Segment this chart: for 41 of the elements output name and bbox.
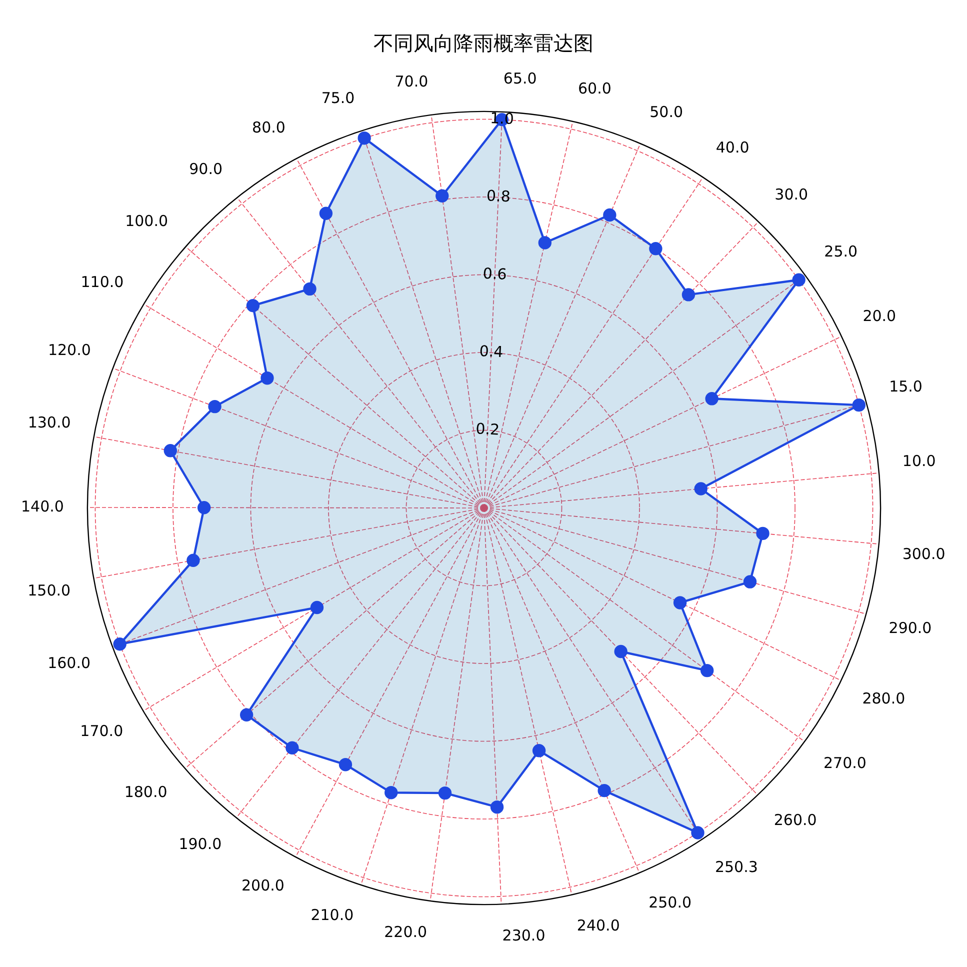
y-tick-label: 0.8 — [486, 186, 511, 206]
spoke-label: 70.0 — [394, 72, 428, 91]
spoke-label: 250.3 — [714, 858, 758, 876]
spoke-label: 190.0 — [178, 834, 222, 853]
spoke-label: 75.0 — [321, 89, 355, 108]
spoke-label: 290.0 — [888, 619, 932, 638]
spoke-label: 250.0 — [648, 893, 692, 912]
spoke-label: 20.0 — [862, 307, 896, 326]
spoke-label: 50.0 — [650, 102, 684, 121]
spoke-label: 100.0 — [125, 212, 168, 230]
spoke-label: 230.0 — [502, 926, 546, 945]
spoke-label: 25.0 — [824, 242, 858, 260]
spoke-label: 120.0 — [48, 340, 91, 359]
chart-title: 不同风向降雨概率雷达图 — [372, 30, 594, 57]
spoke-label: 240.0 — [576, 916, 620, 935]
spoke-label: 150.0 — [28, 581, 71, 600]
spoke-label: 220.0 — [384, 923, 428, 942]
spoke-label: 260.0 — [774, 810, 817, 829]
spoke-label: 90.0 — [189, 160, 223, 178]
y-tick-label: 1.0 — [490, 108, 514, 128]
y-tick-label: 0.6 — [482, 264, 508, 284]
spoke-label: 60.0 — [578, 79, 612, 98]
spoke-label: 10.0 — [902, 452, 936, 470]
y-tick-label: 0.2 — [475, 420, 500, 439]
spoke-label: 40.0 — [716, 138, 750, 157]
spoke-label: 30.0 — [774, 186, 808, 204]
y-tick-label: 0.4 — [478, 342, 504, 362]
spoke-label: 65.0 — [503, 69, 537, 88]
spoke-label: 140.0 — [20, 497, 64, 516]
spoke-label: 170.0 — [80, 722, 124, 740]
spoke-label: 200.0 — [242, 876, 284, 895]
spoke-label: 160.0 — [48, 654, 91, 672]
spoke-label: 270.0 — [824, 754, 866, 772]
spoke-label: 80.0 — [252, 118, 286, 137]
spoke-label: 280.0 — [862, 690, 906, 708]
spoke-label: 130.0 — [28, 413, 71, 432]
spoke-label: 180.0 — [124, 782, 168, 801]
spoke-label: 300.0 — [902, 545, 946, 564]
spoke-label: 110.0 — [80, 272, 124, 291]
spoke-label: 15.0 — [889, 378, 922, 396]
spoke-label: 210.0 — [310, 906, 354, 924]
